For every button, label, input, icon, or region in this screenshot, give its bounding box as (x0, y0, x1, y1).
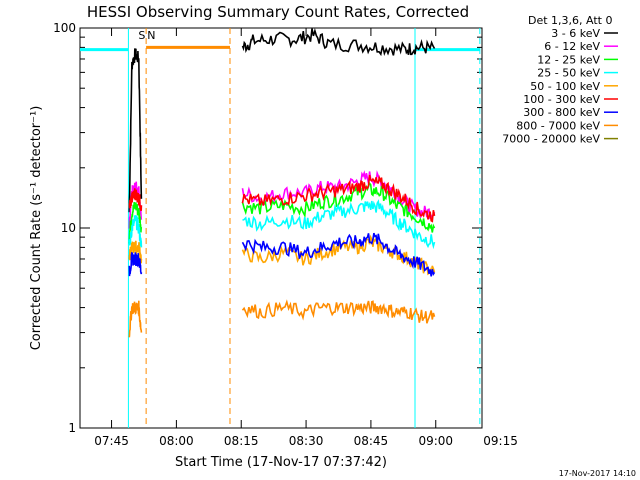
x-tick-label: 07:45 (94, 434, 129, 448)
y-tick-label: 1 (68, 421, 76, 435)
legend-entry-label: 25 - 50 keV (537, 67, 600, 80)
x-tick-label: 08:15 (224, 434, 259, 448)
legend-entry-label: 300 - 800 keV (523, 106, 600, 119)
timestamp: 17-Nov-2017 14:10 (559, 469, 636, 478)
series-line (241, 299, 436, 324)
x-tick-label: 08:45 (354, 434, 389, 448)
x-tick-label: 08:00 (159, 434, 194, 448)
series-line (128, 252, 143, 277)
series-line (128, 48, 143, 213)
legend-entry-label: 100 - 300 keV (523, 93, 600, 106)
series-line (241, 170, 436, 220)
series-line (241, 27, 436, 57)
marker-label: N (147, 29, 155, 42)
x-tick-label: 09:15 (483, 434, 518, 448)
x-axis-label: Start Time (17-Nov-17 07:37:42) (175, 455, 387, 470)
series-layer (128, 27, 436, 338)
y-tick-label: 10 (61, 221, 76, 235)
y-axis-label: Corrected Count Rate (s⁻¹ detector⁻¹) (29, 106, 44, 351)
legend-entry-label: 12 - 25 keV (537, 53, 600, 66)
legend-entry-label: 7000 - 20000 keV (502, 133, 600, 146)
legend-entry-label: 50 - 100 keV (530, 80, 600, 93)
series-line (128, 202, 143, 244)
legend-entry-label: 3 - 6 keV (551, 27, 600, 40)
axis-ticks: 07:45 08:00 08:15 08:30 08:45 09:00 09:15 1 10 10… (53, 21, 518, 448)
series-line (241, 232, 436, 277)
series-line (242, 199, 436, 250)
legend-entry-label: 6 - 12 keV (544, 40, 600, 53)
x-tick-label: 09:00 (418, 434, 453, 448)
y-tick-label: 100 (53, 21, 76, 35)
series-line (128, 240, 143, 264)
x-tick-label: 08:30 (289, 434, 324, 448)
marker-label: S (138, 29, 145, 42)
series-line (128, 215, 143, 248)
legend-entry-label: 800 - 7000 keV (516, 119, 600, 132)
series-line (128, 300, 143, 338)
chart-title: HESSI Observing Summary Count Rates, Cor… (87, 3, 469, 21)
series-line (128, 188, 143, 212)
legend-title: Det 1,3,6, Att 0 (528, 14, 612, 27)
series-line (241, 174, 436, 223)
